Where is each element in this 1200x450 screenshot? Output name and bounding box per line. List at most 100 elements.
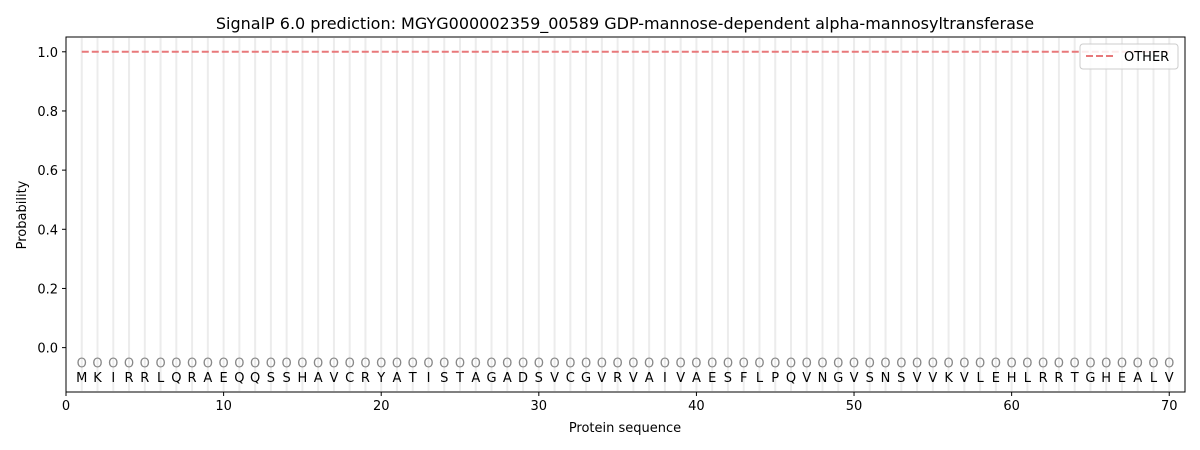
predicted-label: O xyxy=(140,356,150,371)
predicted-label: O xyxy=(1085,356,1095,371)
residue-letter: H xyxy=(1007,371,1017,386)
residue-letter: R xyxy=(361,371,370,386)
residue-letter: V xyxy=(329,371,338,386)
residue-letter: H xyxy=(298,371,308,386)
predicted-label: O xyxy=(486,356,496,371)
residue-letter: V xyxy=(850,371,859,386)
residue-letter: Q xyxy=(786,371,796,386)
residue-letter: V xyxy=(676,371,685,386)
predicted-label: O xyxy=(896,356,906,371)
predicted-label: O xyxy=(408,356,418,371)
predicted-label: O xyxy=(171,356,181,371)
residue-gridlines xyxy=(80,38,1171,391)
predicted-label: O xyxy=(234,356,244,371)
predicted-label: O xyxy=(108,356,118,371)
predicted-label: O xyxy=(218,356,228,371)
residue-letter: S xyxy=(897,371,905,386)
residue-letter: D xyxy=(518,371,528,386)
predicted-label: O xyxy=(597,356,607,371)
residue-letter: V xyxy=(597,371,606,386)
y-tick-label: 0.0 xyxy=(37,342,58,357)
predicted-label: O xyxy=(723,356,733,371)
residue-letter: L xyxy=(157,371,165,386)
residue-letter: V xyxy=(928,371,937,386)
predicted-label: O xyxy=(912,356,922,371)
predicted-label: O xyxy=(360,356,370,371)
predicted-label: O xyxy=(880,356,890,371)
residue-letter: E xyxy=(992,371,1000,386)
predicted-label: O xyxy=(187,356,197,371)
predicted-label: O xyxy=(313,356,323,371)
residue-letter: A xyxy=(645,371,654,386)
residue-letter: T xyxy=(455,371,464,386)
predicted-label: O xyxy=(565,356,575,371)
predicted-label: O xyxy=(155,356,165,371)
residue-letter: M xyxy=(76,371,87,386)
residue-letter: E xyxy=(219,371,227,386)
predicted-label: O xyxy=(471,356,481,371)
residue-letter: E xyxy=(1118,371,1126,386)
predicted-label: O xyxy=(1054,356,1064,371)
predicted-label: O xyxy=(943,356,953,371)
predicted-label: O xyxy=(644,356,654,371)
plot-frame xyxy=(65,36,1186,393)
predicted-label: O xyxy=(754,356,764,371)
residue-letter: G xyxy=(486,371,496,386)
y-tick-label: 0.2 xyxy=(37,282,58,297)
residue-letter: K xyxy=(93,371,102,386)
predicted-label: O xyxy=(1070,356,1080,371)
residue-letter: E xyxy=(708,371,716,386)
x-tick-label: 0 xyxy=(62,399,70,414)
residue-letter: S xyxy=(283,371,291,386)
y-axis-ticks: 0.0 0.2 0.4 0.6 0.8 1.0 xyxy=(37,46,66,357)
predicted-label: O xyxy=(770,356,780,371)
predicted-label: O xyxy=(1038,356,1048,371)
x-tick-label: 70 xyxy=(1161,399,1178,414)
legend-box xyxy=(1079,43,1179,70)
x-tick-label: 30 xyxy=(531,399,548,414)
y-tick-label: 0.4 xyxy=(37,223,58,238)
predicted-label: O xyxy=(518,356,528,371)
residue-letter: C xyxy=(566,371,575,386)
residue-letter: I xyxy=(663,371,667,386)
residue-letter: N xyxy=(881,371,891,386)
predicted-label: O xyxy=(502,356,512,371)
x-tick-label: 10 xyxy=(215,399,232,414)
residue-letter: A xyxy=(393,371,402,386)
residue-letter: K xyxy=(944,371,953,386)
residue-letter: R xyxy=(1039,371,1048,386)
residue-letter: F xyxy=(740,371,747,386)
y-tick-label: 1.0 xyxy=(37,46,58,61)
predicted-label: O xyxy=(865,356,875,371)
predicted-label: O xyxy=(676,356,686,371)
legend: OTHER xyxy=(1079,43,1179,70)
predicted-label: O xyxy=(691,356,701,371)
residue-letter: I xyxy=(427,371,431,386)
predicted-label: O xyxy=(1133,356,1143,371)
predicted-label: O xyxy=(1117,356,1127,371)
predicted-label: O xyxy=(345,356,355,371)
residue-letter: V xyxy=(629,371,638,386)
residue-letter: Q xyxy=(234,371,244,386)
predicted-label: O xyxy=(439,356,449,371)
residue-letter: S xyxy=(866,371,874,386)
predicted-label: O xyxy=(124,356,134,371)
predicted-label: O xyxy=(250,356,260,371)
x-axis-ticks: 0 10 20 30 40 50 60 70 xyxy=(62,392,1178,414)
residue-letter: Y xyxy=(376,371,385,386)
predicted-label: O xyxy=(392,356,402,371)
predicted-label: O xyxy=(1148,356,1158,371)
residue-letter: H xyxy=(1101,371,1111,386)
chart-title: SignalP 6.0 prediction: MGYG000002359_00… xyxy=(216,14,1034,34)
predicted-label: O xyxy=(928,356,938,371)
residue-letter: L xyxy=(756,371,764,386)
residue-letter: V xyxy=(802,371,811,386)
residue-letter: R xyxy=(140,371,149,386)
predicted-label: O xyxy=(92,356,102,371)
residue-letter: L xyxy=(1150,371,1158,386)
predicted-label: O xyxy=(959,356,969,371)
residue-letter: S xyxy=(267,371,275,386)
predicted-label: O xyxy=(739,356,749,371)
residue-letter: A xyxy=(471,371,480,386)
residue-letter: G xyxy=(1085,371,1095,386)
